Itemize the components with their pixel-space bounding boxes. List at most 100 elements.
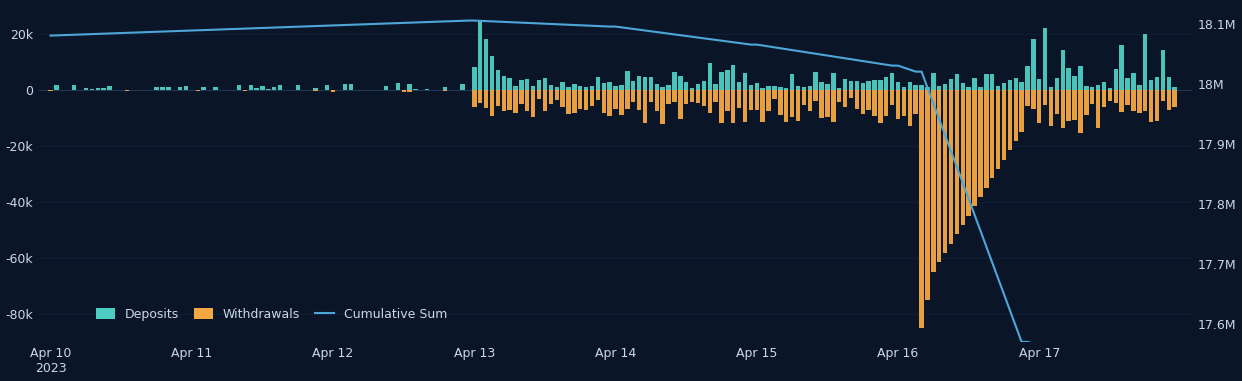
Bar [702, 82, 705, 90]
Bar [1078, 90, 1083, 133]
Bar [102, 88, 106, 90]
Bar [672, 72, 677, 90]
Bar [943, 84, 948, 90]
Bar [737, 90, 741, 108]
Bar [1090, 90, 1094, 104]
Bar [719, 72, 724, 90]
Bar [349, 84, 353, 90]
Bar [1026, 66, 1030, 90]
Bar [878, 80, 883, 90]
Bar [732, 90, 735, 123]
Bar [895, 82, 900, 90]
Bar [737, 82, 741, 90]
Bar [955, 90, 959, 234]
Bar [796, 90, 800, 121]
Bar [330, 90, 335, 92]
Bar [1166, 90, 1171, 110]
Bar [278, 85, 282, 90]
Bar [925, 90, 930, 300]
Bar [773, 90, 776, 99]
Bar [655, 84, 660, 90]
Bar [543, 78, 548, 90]
Bar [1166, 77, 1171, 90]
Bar [631, 82, 636, 90]
Bar [573, 84, 576, 90]
Bar [725, 70, 729, 90]
Bar [984, 90, 989, 188]
Bar [908, 82, 912, 90]
Bar [996, 86, 1000, 90]
Bar [801, 90, 806, 105]
Bar [643, 77, 647, 90]
Bar [684, 82, 688, 90]
Bar [525, 90, 529, 111]
Bar [755, 90, 759, 110]
Bar [972, 90, 976, 207]
Bar [154, 87, 159, 90]
Bar [854, 82, 859, 90]
Bar [1125, 90, 1130, 105]
Bar [1043, 28, 1047, 90]
Bar [661, 90, 664, 123]
Bar [1031, 39, 1036, 90]
Bar [513, 86, 518, 90]
Bar [296, 85, 301, 90]
Bar [620, 85, 623, 90]
Bar [960, 83, 965, 90]
Bar [201, 87, 206, 90]
Bar [425, 89, 430, 90]
Bar [949, 90, 953, 244]
Bar [1072, 90, 1077, 120]
Bar [960, 90, 965, 225]
Bar [525, 79, 529, 90]
Bar [508, 90, 512, 110]
Bar [990, 90, 995, 178]
Bar [919, 85, 924, 90]
Bar [1084, 90, 1088, 115]
Legend: Deposits, Withdrawals, Cumulative Sum: Deposits, Withdrawals, Cumulative Sum [91, 303, 452, 325]
Bar [678, 90, 683, 119]
Bar [1072, 76, 1077, 90]
Bar [1138, 90, 1141, 113]
Bar [1013, 90, 1018, 141]
Bar [943, 90, 948, 253]
Bar [932, 90, 935, 272]
Bar [1048, 90, 1053, 126]
Bar [854, 90, 859, 109]
Bar [1149, 80, 1154, 90]
Bar [1095, 90, 1100, 128]
Bar [313, 90, 318, 91]
Bar [708, 63, 712, 90]
Bar [790, 90, 795, 117]
Bar [760, 88, 765, 90]
Bar [979, 90, 982, 197]
Bar [1108, 88, 1112, 90]
Bar [820, 90, 823, 118]
Bar [1037, 79, 1042, 90]
Bar [554, 90, 559, 100]
Bar [689, 88, 694, 90]
Bar [48, 90, 53, 91]
Bar [560, 90, 565, 107]
Bar [601, 90, 606, 113]
Bar [620, 90, 623, 115]
Bar [554, 87, 559, 90]
Bar [1125, 78, 1130, 90]
Bar [489, 90, 494, 116]
Bar [784, 88, 789, 90]
Bar [1119, 45, 1124, 90]
Bar [1095, 85, 1100, 90]
Bar [908, 90, 912, 126]
Bar [820, 82, 823, 90]
Bar [825, 84, 830, 90]
Bar [848, 82, 853, 90]
Bar [614, 90, 617, 109]
Bar [502, 90, 505, 111]
Bar [496, 90, 501, 106]
Bar [1037, 90, 1042, 123]
Bar [573, 90, 576, 114]
Bar [407, 90, 412, 91]
Bar [508, 78, 512, 90]
Bar [696, 84, 700, 90]
Bar [779, 86, 782, 90]
